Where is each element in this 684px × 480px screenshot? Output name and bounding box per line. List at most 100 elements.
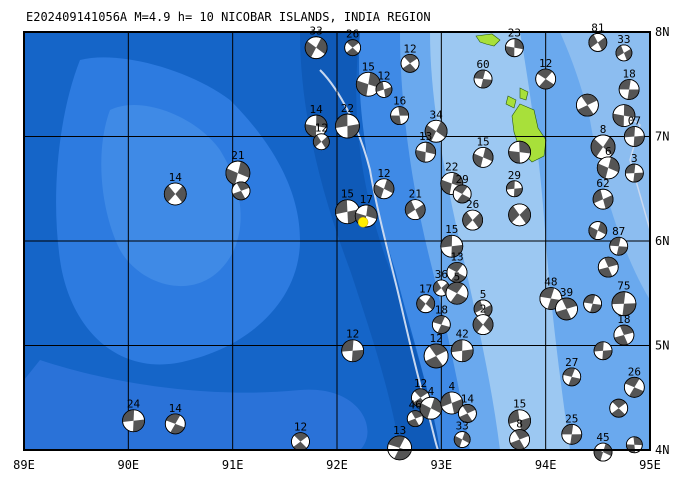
focal-mechanism-beachball: 18	[431, 304, 451, 335]
focal-mechanism-beachball	[612, 104, 636, 127]
depth-label: 15	[341, 188, 354, 201]
longitude-tick-label: 89E	[13, 458, 35, 472]
depth-label: 2	[480, 303, 487, 316]
focal-mechanism-beachball: 12	[312, 122, 330, 151]
depth-label: 12	[377, 167, 390, 180]
depth-label: 13	[450, 250, 463, 263]
depth-label: 26	[346, 28, 359, 41]
focal-mechanism-beachball: 4	[440, 380, 464, 415]
focal-mechanism-beachball: 75	[611, 280, 637, 317]
focal-mechanism-beachball: 42	[450, 328, 474, 363]
depth-label: 8	[516, 418, 523, 431]
focal-mechanism-beachball	[583, 294, 603, 314]
depth-label: 12	[539, 57, 552, 70]
focal-mechanism-beachball: 3	[624, 152, 644, 183]
depth-label: 45	[596, 431, 609, 444]
depth-label: 21	[231, 149, 244, 162]
lat-lon-grid	[24, 32, 650, 450]
focal-mechanism-beachball: 39	[555, 286, 578, 321]
focal-mechanism-beachball: 26	[623, 365, 645, 398]
depth-label: 14	[461, 392, 475, 405]
focal-mechanism-beachball: 29	[452, 173, 472, 204]
focal-mechanism-beachball: 60	[473, 58, 493, 89]
depth-label: 22	[445, 161, 458, 174]
depth-label: 60	[476, 58, 489, 71]
depth-label: 14	[310, 103, 324, 116]
focal-mechanism-beachball: 12	[423, 332, 449, 369]
depth-label: 4	[428, 385, 435, 398]
depth-label: 33	[456, 420, 469, 433]
depth-label: 75	[617, 280, 630, 293]
depth-label: 12	[414, 377, 427, 390]
depth-label: 16	[393, 95, 406, 108]
longitude-tick-label: 95E	[639, 458, 661, 472]
focal-mechanism-beachball: 17	[416, 283, 436, 314]
focal-mechanism-beachball: 13	[415, 130, 437, 163]
focal-mechanism-beachball: 34	[424, 108, 448, 143]
focal-mechanism-beachball	[508, 140, 531, 164]
focal-mechanism-beachball: 15	[440, 223, 464, 258]
depth-label: 36	[435, 268, 448, 281]
depth-label: 18	[435, 304, 448, 317]
focal-mechanism-beachball: 5	[445, 270, 469, 305]
focal-mechanism-beachball: 33	[304, 25, 328, 60]
focal-mechanism-beachball: 21	[225, 149, 251, 186]
depth-label: 27	[565, 356, 578, 369]
depth-label: 29	[508, 169, 521, 182]
focal-mechanism-beachball: 2	[472, 303, 494, 336]
focal-mechanism-beachball	[609, 398, 629, 418]
focal-mechanism-beachball: 12	[373, 167, 395, 200]
latitude-tick-label: 8N	[655, 25, 669, 39]
map-frame	[23, 31, 651, 451]
focal-mechanism-beachball: 22	[440, 161, 464, 195]
depth-label: 62	[596, 177, 609, 190]
focal-mechanism-beachball: 8	[590, 123, 616, 160]
depth-label: 15	[362, 60, 375, 73]
depth-label: 48	[544, 275, 557, 288]
depth-label: 12	[429, 332, 442, 345]
depth-label: 14	[169, 171, 183, 184]
depth-label: 07	[628, 115, 641, 128]
focal-mechanism-beachball: 12	[375, 69, 393, 98]
depth-label: 29	[456, 173, 469, 186]
focal-mechanism-beachball	[231, 181, 251, 201]
focal-mechanism-beachball: 25	[561, 412, 583, 445]
longitude-tick-label: 90E	[117, 458, 139, 472]
depth-label: 21	[409, 188, 422, 201]
focal-mechanism-beachball: 81	[588, 21, 608, 52]
depth-label: 8	[600, 123, 607, 136]
focal-mechanism-beachball: 14	[164, 402, 186, 435]
latitude-labels: 4N 5N 6N 7N 8N	[655, 25, 669, 457]
focal-mechanism-beachball: 6	[596, 145, 620, 180]
focal-mechanism-beachball: 12	[400, 42, 420, 73]
focal-mechanism-beachball: 33	[453, 420, 471, 448]
depth-label: 25	[565, 412, 578, 425]
depth-label: 23	[508, 27, 521, 40]
depth-label: 6	[605, 145, 612, 158]
depth-label: 5	[454, 270, 461, 283]
depth-label: 18	[623, 67, 636, 80]
focal-mechanism-beachball: 14	[163, 171, 187, 206]
epicenter-marker	[357, 216, 369, 228]
focal-mechanism-beachball: 27	[562, 356, 582, 387]
latitude-tick-label: 5N	[655, 339, 669, 353]
focal-mechanism-beachball: 29	[505, 169, 523, 198]
focal-mechanism-beachball: 36	[432, 268, 450, 297]
latitude-tick-label: 7N	[655, 130, 669, 144]
depth-label: 42	[456, 328, 469, 341]
latitude-tick-label: 4N	[655, 443, 669, 457]
longitude-tick-label: 93E	[430, 458, 452, 472]
depth-label: 15	[513, 398, 526, 411]
focal-mechanism-beachball	[588, 221, 608, 240]
depth-label: 24	[127, 398, 141, 411]
focal-mechanism-beachball: 15	[355, 60, 381, 97]
focal-mechanism-beachball: 26	[344, 28, 362, 57]
focal-mechanism-beachball: 46	[406, 399, 424, 428]
depth-label: 15	[476, 135, 489, 148]
focal-mechanism-beachball: 87	[609, 225, 629, 256]
focal-mechanism-beachball: 16	[390, 95, 410, 125]
focal-mechanism-beachball: 33	[615, 33, 633, 62]
focal-mechanism-beachball: 15	[472, 135, 494, 168]
